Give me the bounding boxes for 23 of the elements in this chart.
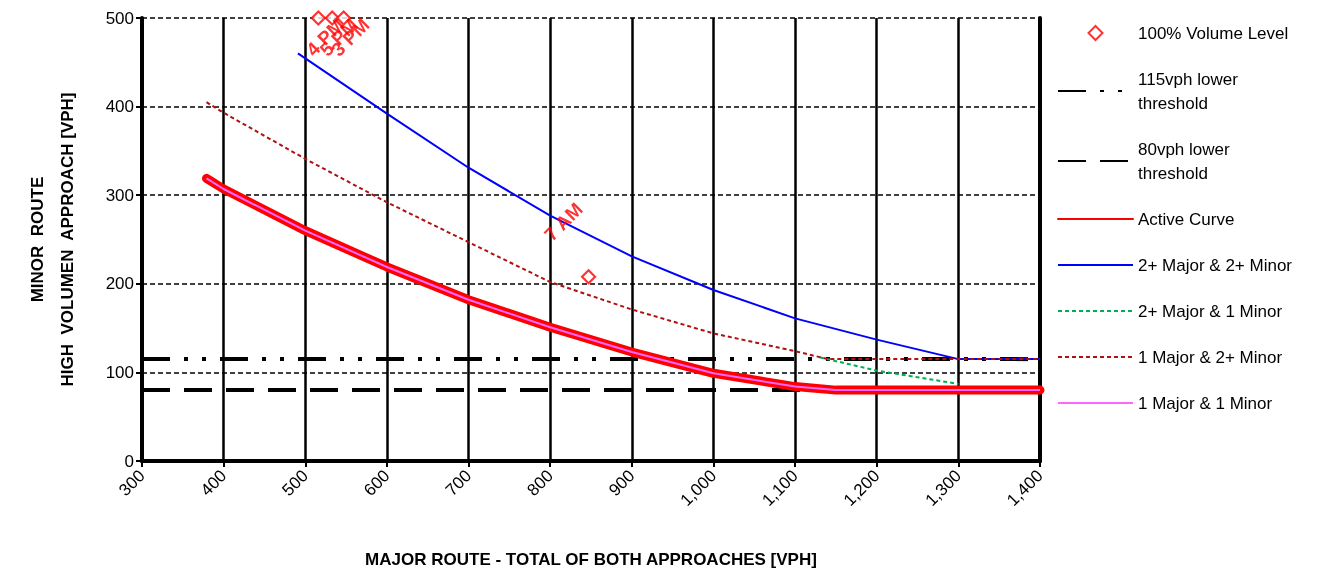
x-tick-label: 800 (523, 466, 557, 500)
legend-label: 100% Volume Level (1138, 23, 1289, 43)
legend-label: 1 Major & 1 Minor (1138, 393, 1273, 413)
x-tick-label: 700 (441, 466, 476, 500)
y-axis-title: MINOR ROUTE HIGH VOLUMEN APPROACH [VPH] (27, 92, 77, 387)
annotation: 7 AM (540, 198, 587, 245)
x-tick-label: 900 (605, 466, 639, 500)
legend-label: 2+ Major & 2+ Minor (1138, 255, 1293, 275)
y-tick-label: 0 (124, 451, 134, 471)
x-tick-label: 500 (278, 466, 312, 500)
legend-label: 115vph lower threshold (1138, 69, 1243, 113)
y-tick-label: 400 (105, 97, 134, 117)
x-tick-label: 400 (196, 466, 231, 500)
y-tick-label: 300 (105, 185, 134, 205)
x-axis-title: MAJOR ROUTE - TOTAL OF BOTH APPROACHES [VPH] (365, 550, 817, 569)
x-tick-label: 600 (360, 466, 394, 500)
legend-label: 80vph lower threshold (1138, 139, 1235, 183)
y-tick-label: 100 (105, 362, 134, 382)
legend-label: Active Curve (1138, 209, 1235, 229)
legend-label: 1 Major & 2+ Minor (1138, 347, 1283, 367)
y-tick-label: 500 (105, 8, 134, 28)
y-tick-label: 200 (105, 274, 134, 294)
legend-label: 2+ Major & 1 Minor (1138, 301, 1283, 321)
